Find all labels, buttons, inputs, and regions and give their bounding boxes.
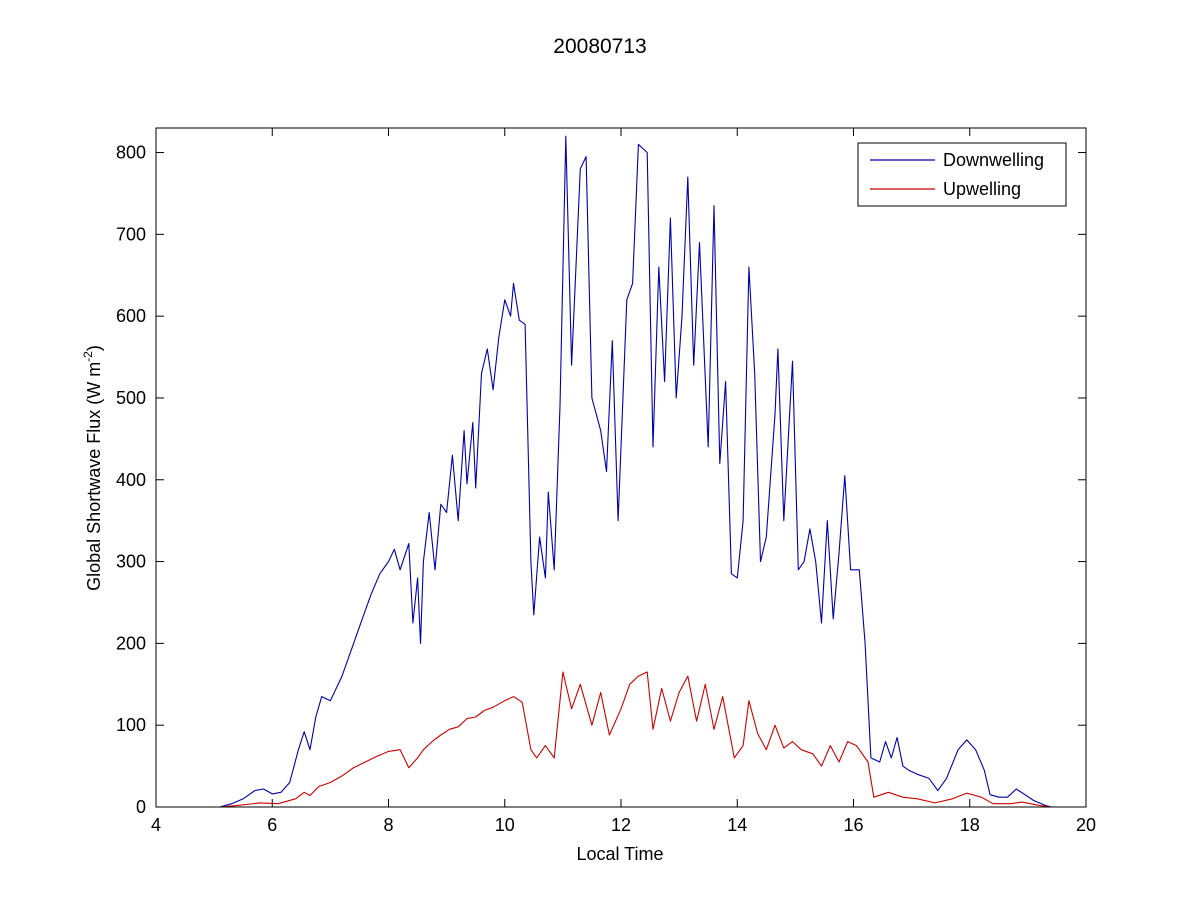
x-tick-label: 8 (383, 815, 393, 835)
y-tick-label: 400 (116, 470, 146, 490)
y-tick-label: 500 (116, 388, 146, 408)
plot-area (156, 128, 1086, 807)
chart-title: 20080713 (553, 35, 646, 58)
legend-box (857, 142, 1067, 207)
x-tick-label: 4 (151, 815, 161, 835)
y-axis-label: Global Shortwave Flux (W m-2) (81, 345, 104, 591)
y-tick-label: 0 (136, 797, 146, 817)
x-tick-label: 14 (727, 815, 747, 835)
y-axis-label-end: ) (84, 345, 104, 351)
x-tick-label: 6 (267, 815, 277, 835)
y-tick-label: 100 (116, 715, 146, 735)
legend: Downwelling Upwelling (857, 142, 1067, 207)
legend-label-upwelling: Upwelling (943, 179, 1021, 199)
series-layer (156, 135, 1052, 808)
x-tick-label: 20 (1076, 815, 1096, 835)
series-line-downwelling (156, 135, 1052, 808)
y-tick-label: 200 (116, 633, 146, 653)
y-tick-label: 300 (116, 552, 146, 572)
y-tick-label: 800 (116, 143, 146, 163)
x-tick-label: 16 (843, 815, 863, 835)
y-tick-label: 700 (116, 224, 146, 244)
x-axis-label: Local Time (576, 844, 663, 864)
legend-label-downwelling: Downwelling (943, 150, 1044, 170)
series-line-upwelling (156, 671, 1052, 808)
x-tick-label: 18 (960, 815, 980, 835)
y-axis: 0 100 200 300 400 500 600 700 800 (116, 143, 1086, 817)
x-tick-label: 10 (495, 815, 515, 835)
y-axis-label-main: Global Shortwave Flux (W m (84, 362, 104, 591)
y-tick-label: 600 (116, 306, 146, 326)
x-axis: 4 6 8 10 12 14 16 18 20 (151, 128, 1096, 835)
y-axis-label-superscript: -2 (81, 351, 95, 362)
x-tick-label: 12 (611, 815, 631, 835)
